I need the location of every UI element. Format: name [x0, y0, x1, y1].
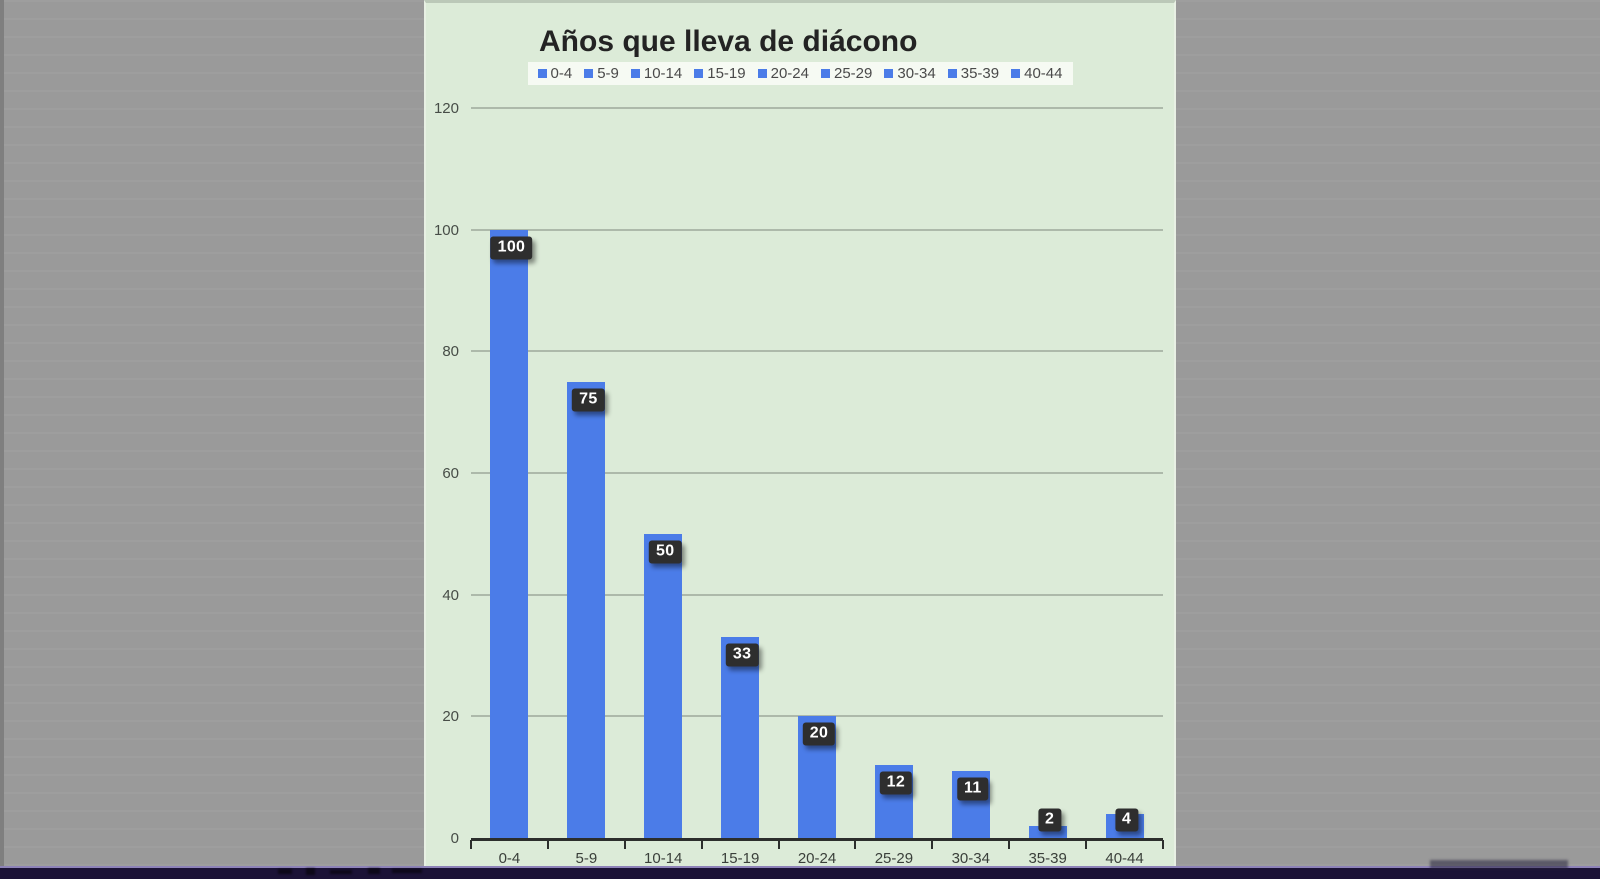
legend-marker-icon: [821, 69, 830, 78]
y-gridline: [471, 593, 1163, 596]
legend-marker-icon: [884, 69, 894, 78]
x-axis-tick: [777, 840, 780, 849]
legend-item: 20-24: [757, 65, 809, 82]
bottom-left-scribble-artifact: [272, 867, 437, 877]
x-axis-category-label: 30-34: [951, 850, 990, 867]
y-gridline: [471, 228, 1163, 231]
bar-value-label: 11: [957, 777, 989, 801]
bar-value-label: 100: [490, 236, 533, 260]
legend-marker-icon: [694, 69, 704, 78]
legend-label: 35-39: [960, 65, 1000, 82]
y-gridline: [471, 107, 1163, 109]
bar-value-label: 2: [1038, 808, 1062, 832]
x-axis-tick: [700, 840, 703, 849]
legend-label: 30-34: [897, 65, 936, 82]
legend-label: 20-24: [770, 65, 809, 82]
legend-label: 15-19: [707, 65, 746, 82]
y-axis-tick-label: 100: [433, 221, 459, 239]
legend-item: 10-14: [630, 65, 683, 82]
legend-marker-icon: [584, 69, 594, 78]
x-axis-line: [471, 838, 1163, 841]
y-axis-tick-label: 60: [442, 465, 459, 482]
legend-item: 30-34: [884, 65, 936, 82]
y-axis-tick-label: 20: [442, 708, 459, 726]
legend: 0-4 5-9 10-14 15-19 20-24 25-29 30-34 35-39 40-4…: [527, 62, 1073, 85]
legend-label: 10-14: [643, 65, 683, 82]
window-left-edge: [0, 0, 4, 866]
x-axis-category-label: 10-14: [644, 850, 683, 867]
x-axis-category-label: 0-4: [498, 850, 521, 867]
x-axis-category-label: 35-39: [1028, 850, 1067, 867]
bar-value-label: 75: [572, 388, 605, 412]
bar-value-label: 4: [1114, 808, 1139, 832]
bar-value-label: 20: [802, 722, 836, 746]
legend-marker-icon: [630, 69, 640, 78]
x-axis-category-label: 20-24: [797, 850, 837, 867]
x-axis-tick: [1162, 840, 1164, 849]
legend-marker-icon: [537, 69, 547, 78]
legend-marker-icon: [1011, 69, 1021, 78]
legend-label: 25-29: [834, 65, 873, 82]
x-axis-category-label: 40-44: [1105, 850, 1144, 867]
x-axis-tick: [1085, 840, 1088, 849]
legend-item: 15-19: [694, 65, 746, 82]
x-axis-category-label: 15-19: [720, 850, 760, 867]
legend-marker-icon: [757, 69, 767, 78]
bar-5-9: [567, 381, 606, 838]
y-axis-tick-label: 40: [442, 586, 459, 604]
legend-item: 0-4: [537, 65, 573, 82]
x-axis-tick: [854, 840, 857, 849]
legend-item: 35-39: [947, 65, 1000, 82]
bar-15-19: [721, 637, 760, 838]
legend-label: 40-44: [1024, 65, 1063, 82]
legend-label: 5-9: [597, 65, 619, 82]
x-axis-tick: [470, 840, 472, 849]
x-axis-tick: [1008, 840, 1011, 849]
x-axis-tick: [931, 840, 934, 849]
x-axis-tick: [546, 840, 549, 849]
chart-panel: Años que lleva de diácono 0-4 5-9 10-14 15-…: [424, 0, 1176, 866]
bottom-right-text-artifact: [1430, 860, 1568, 869]
chart-title: Años que lleva de diácono: [539, 25, 918, 58]
bar-0-4: [490, 229, 529, 838]
y-gridline: [471, 350, 1163, 353]
x-axis-tick: [623, 840, 626, 849]
legend-item: 5-9: [584, 66, 619, 81]
legend-row: 0-4 5-9 10-14 15-19 20-24 25-29 30-34 35-39 40-4…: [426, 62, 1174, 85]
y-axis-tick-label: 0: [450, 830, 459, 847]
legend-item: 25-29: [821, 66, 872, 81]
y-gridline: [471, 472, 1163, 474]
legend-item: 40-44: [1011, 65, 1063, 82]
x-axis-category-label: 25-29: [874, 850, 914, 867]
y-axis-tick-label: 120: [433, 100, 459, 117]
bar-value-label: 50: [649, 540, 682, 564]
legend-label: 0-4: [550, 65, 573, 82]
legend-marker-icon: [947, 69, 957, 78]
y-axis-tick-label: 80: [442, 343, 459, 361]
x-axis-category-label: 5-9: [575, 850, 598, 867]
bottom-video-bar: [0, 866, 1600, 879]
bar-value-label: 33: [725, 643, 759, 667]
bar-10-14: [644, 533, 683, 838]
bar-value-label: 12: [879, 771, 913, 795]
